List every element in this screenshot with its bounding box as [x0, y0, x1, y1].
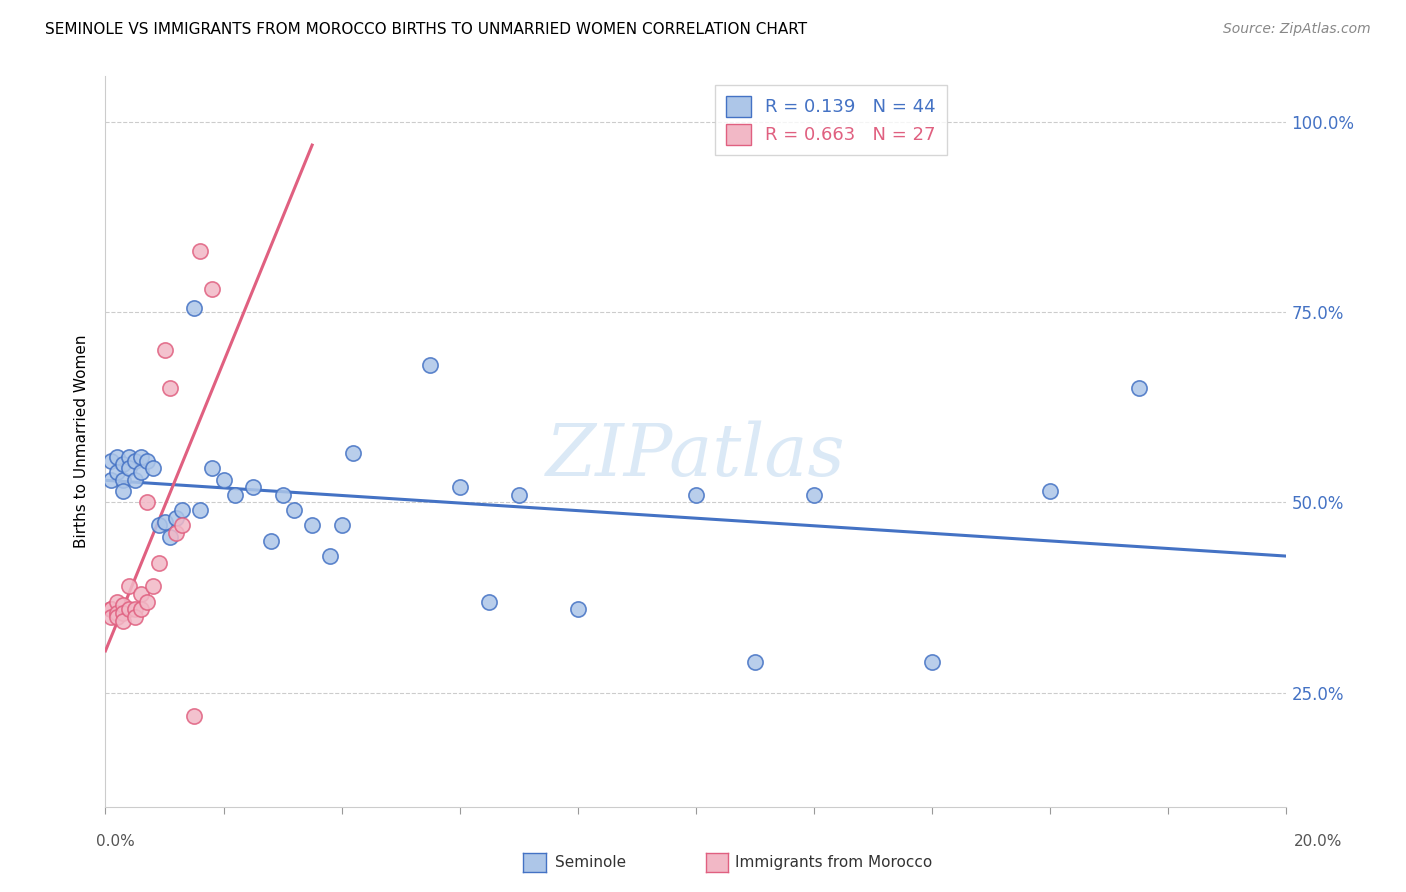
Point	[105, 594, 128, 608]
Point	[118, 450, 141, 464]
Text: ZIPatlas: ZIPatlas	[546, 421, 846, 491]
Point	[260, 533, 283, 548]
Point	[172, 518, 194, 533]
Point	[165, 510, 187, 524]
Point	[105, 465, 128, 479]
Point	[100, 453, 122, 467]
Point	[112, 484, 135, 499]
Point	[685, 488, 707, 502]
Point	[419, 359, 441, 373]
Point	[135, 594, 157, 608]
Point	[124, 609, 146, 624]
Text: 0.0%: 0.0%	[96, 834, 135, 848]
Y-axis label: Births to Unmarried Women: Births to Unmarried Women	[75, 334, 90, 549]
Point	[135, 495, 157, 509]
Point	[342, 446, 364, 460]
Text: Seminole: Seminole	[555, 855, 627, 870]
Point	[159, 530, 181, 544]
Point	[271, 488, 294, 502]
Point	[224, 488, 246, 502]
Point	[449, 480, 471, 494]
Point	[118, 602, 141, 616]
Point	[212, 473, 235, 487]
Point	[129, 465, 152, 479]
Point	[319, 549, 342, 563]
Point	[142, 579, 165, 593]
Point	[283, 503, 305, 517]
Text: Immigrants from Morocco: Immigrants from Morocco	[735, 855, 932, 870]
Point	[105, 609, 128, 624]
Text: 20.0%: 20.0%	[1295, 834, 1343, 848]
Point	[242, 480, 264, 494]
Point	[118, 461, 141, 475]
Point	[129, 587, 152, 601]
Point	[201, 282, 224, 296]
Point	[124, 453, 146, 467]
Point	[183, 301, 205, 316]
Point	[112, 606, 135, 620]
Point	[301, 518, 323, 533]
Legend: R = 0.139   N = 44, R = 0.663   N = 27: R = 0.139 N = 44, R = 0.663 N = 27	[714, 85, 946, 155]
Point	[153, 515, 176, 529]
Point	[803, 488, 825, 502]
Point	[172, 503, 194, 517]
Point	[129, 602, 152, 616]
Point	[112, 599, 135, 613]
Point	[744, 656, 766, 670]
Point	[188, 503, 211, 517]
Point	[100, 609, 122, 624]
Point	[165, 526, 187, 541]
Point	[100, 602, 122, 616]
Point	[105, 606, 128, 620]
Point	[100, 602, 122, 616]
Point	[153, 343, 176, 358]
Point	[118, 579, 141, 593]
Point	[188, 244, 211, 258]
Point	[135, 453, 157, 467]
Point	[478, 594, 501, 608]
Point	[124, 602, 146, 616]
Point	[921, 656, 943, 670]
Point	[183, 708, 205, 723]
Point	[159, 381, 181, 395]
Point	[567, 602, 589, 616]
Text: SEMINOLE VS IMMIGRANTS FROM MOROCCO BIRTHS TO UNMARRIED WOMEN CORRELATION CHART: SEMINOLE VS IMMIGRANTS FROM MOROCCO BIRT…	[45, 22, 807, 37]
Point	[142, 461, 165, 475]
Point	[1039, 484, 1062, 499]
Point	[112, 614, 135, 628]
Point	[100, 602, 122, 616]
Point	[112, 458, 135, 472]
Point	[508, 488, 530, 502]
Point	[148, 557, 170, 571]
Point	[124, 473, 146, 487]
Point	[201, 461, 224, 475]
Text: Source: ZipAtlas.com: Source: ZipAtlas.com	[1223, 22, 1371, 37]
Point	[330, 518, 353, 533]
Point	[100, 473, 122, 487]
Point	[105, 450, 128, 464]
Point	[1128, 381, 1150, 395]
Point	[148, 518, 170, 533]
Point	[129, 450, 152, 464]
Point	[112, 473, 135, 487]
